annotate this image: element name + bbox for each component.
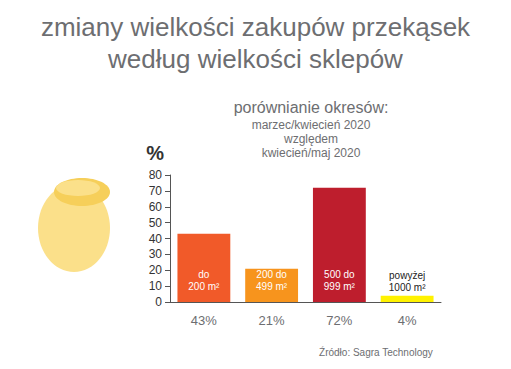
svg-text:21%: 21%	[259, 313, 285, 328]
svg-text:500 do: 500 do	[324, 269, 355, 280]
svg-text:40: 40	[149, 232, 163, 246]
svg-text:80: 80	[149, 168, 163, 182]
svg-text:%: %	[146, 142, 164, 164]
svg-text:względem: względem	[283, 132, 338, 146]
svg-text:0: 0	[155, 295, 162, 309]
svg-text:Źródło: Sagra Technology: Źródło: Sagra Technology	[319, 346, 433, 358]
svg-text:30: 30	[149, 247, 163, 261]
svg-text:50: 50	[149, 216, 163, 230]
svg-text:60: 60	[149, 200, 163, 214]
svg-text:marzec/kwiecień 2020: marzec/kwiecień 2020	[252, 118, 371, 132]
svg-text:4%: 4%	[398, 313, 417, 328]
svg-text:999 m²: 999 m²	[324, 281, 356, 292]
svg-text:według wielkości sklepów: według wielkości sklepów	[107, 44, 403, 74]
svg-text:43%: 43%	[191, 313, 217, 328]
svg-text:1000 m²: 1000 m²	[389, 282, 426, 293]
svg-text:do: do	[198, 269, 210, 280]
svg-text:porównianie okresów:: porównianie okresów:	[234, 99, 389, 116]
svg-text:zmiany wielkości zakupów przek: zmiany wielkości zakupów przekąsek	[41, 12, 471, 42]
svg-text:10: 10	[149, 279, 163, 293]
svg-text:70: 70	[149, 184, 163, 198]
svg-text:200 m²: 200 m²	[188, 281, 220, 292]
svg-text:powyżej: powyżej	[389, 270, 425, 281]
svg-text:20: 20	[149, 263, 163, 277]
svg-text:72%: 72%	[326, 313, 352, 328]
svg-text:kwiecień/maj 2020: kwiecień/maj 2020	[262, 146, 361, 160]
svg-text:200 do: 200 do	[256, 269, 287, 280]
svg-text:499 m²: 499 m²	[256, 281, 288, 292]
